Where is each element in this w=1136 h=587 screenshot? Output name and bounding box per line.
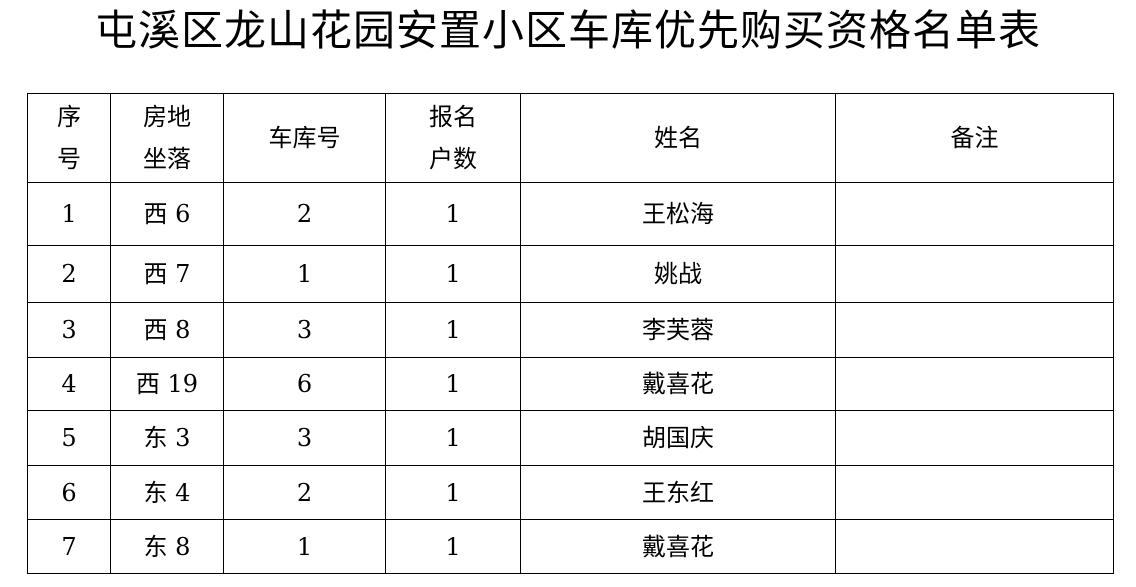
- header-address: 房地 坐落: [110, 93, 224, 183]
- cell-name: 李芙蓉: [520, 302, 836, 358]
- header-index: 序 号: [27, 93, 111, 183]
- cell-garage-number: 3: [223, 410, 386, 466]
- cell-index: 5: [27, 410, 111, 466]
- cell-applicant-count: 1: [385, 519, 521, 574]
- cell-address: 东 8: [110, 519, 224, 574]
- cell-remarks: [835, 519, 1114, 574]
- cell-address: 西 7: [110, 245, 224, 303]
- cell-name: 戴喜花: [520, 519, 836, 574]
- cell-name: 胡国庆: [520, 410, 836, 466]
- header-row: 序 号房地 坐落 车库号 报名 户数 姓名 备注: [27, 93, 1114, 183]
- cell-name: 戴喜花: [520, 357, 836, 411]
- cell-remarks: [835, 357, 1114, 411]
- cell-remarks: [835, 245, 1114, 303]
- cell-address: 东 4: [110, 465, 224, 520]
- cell-address: 西 8: [110, 302, 224, 358]
- header-garage-number: 车库号: [223, 93, 386, 183]
- header-name: 姓名: [520, 93, 836, 183]
- cell-garage-number: 3: [223, 302, 386, 358]
- cell-name: 王松海: [520, 182, 836, 246]
- header-remarks: 备注: [835, 93, 1114, 183]
- cell-remarks: [835, 410, 1114, 466]
- cell-remarks: [835, 302, 1114, 358]
- cell-index: 1: [27, 182, 111, 246]
- cell-index: 4: [27, 357, 111, 411]
- cell-applicant-count: 1: [385, 465, 521, 520]
- cell-address: 东 3: [110, 410, 224, 466]
- cell-index: 7: [27, 519, 111, 574]
- cell-garage-number: 2: [223, 182, 386, 246]
- cell-applicant-count: 1: [385, 357, 521, 411]
- header-applicant-count: 报名 户数: [385, 93, 521, 183]
- cell-garage-number: 2: [223, 465, 386, 520]
- cell-garage-number: 1: [223, 245, 386, 303]
- cell-garage-number: 1: [223, 519, 386, 574]
- eligibility-table: 序 号房地 坐落 车库号 报名 户数 姓名 备注 1 西 6 2 1 王松海 2 西 7 1 1 姚战 3 西 …: [27, 93, 1114, 574]
- cell-applicant-count: 1: [385, 182, 521, 246]
- cell-applicant-count: 1: [385, 410, 521, 466]
- cell-remarks: [835, 182, 1114, 246]
- cell-garage-number: 6: [223, 357, 386, 411]
- cell-index: 3: [27, 302, 111, 358]
- cell-address: 西 19: [110, 357, 224, 411]
- cell-name: 姚战: [520, 245, 836, 303]
- cell-remarks: [835, 465, 1114, 520]
- cell-index: 6: [27, 465, 111, 520]
- cell-applicant-count: 1: [385, 302, 521, 358]
- cell-name: 王东红: [520, 465, 836, 520]
- cell-address: 西 6: [110, 182, 224, 246]
- document-title: 屯溪区龙山花园安置小区车库优先购买资格名单表: [94, 6, 1041, 55]
- cell-index: 2: [27, 245, 111, 303]
- cell-applicant-count: 1: [385, 245, 521, 303]
